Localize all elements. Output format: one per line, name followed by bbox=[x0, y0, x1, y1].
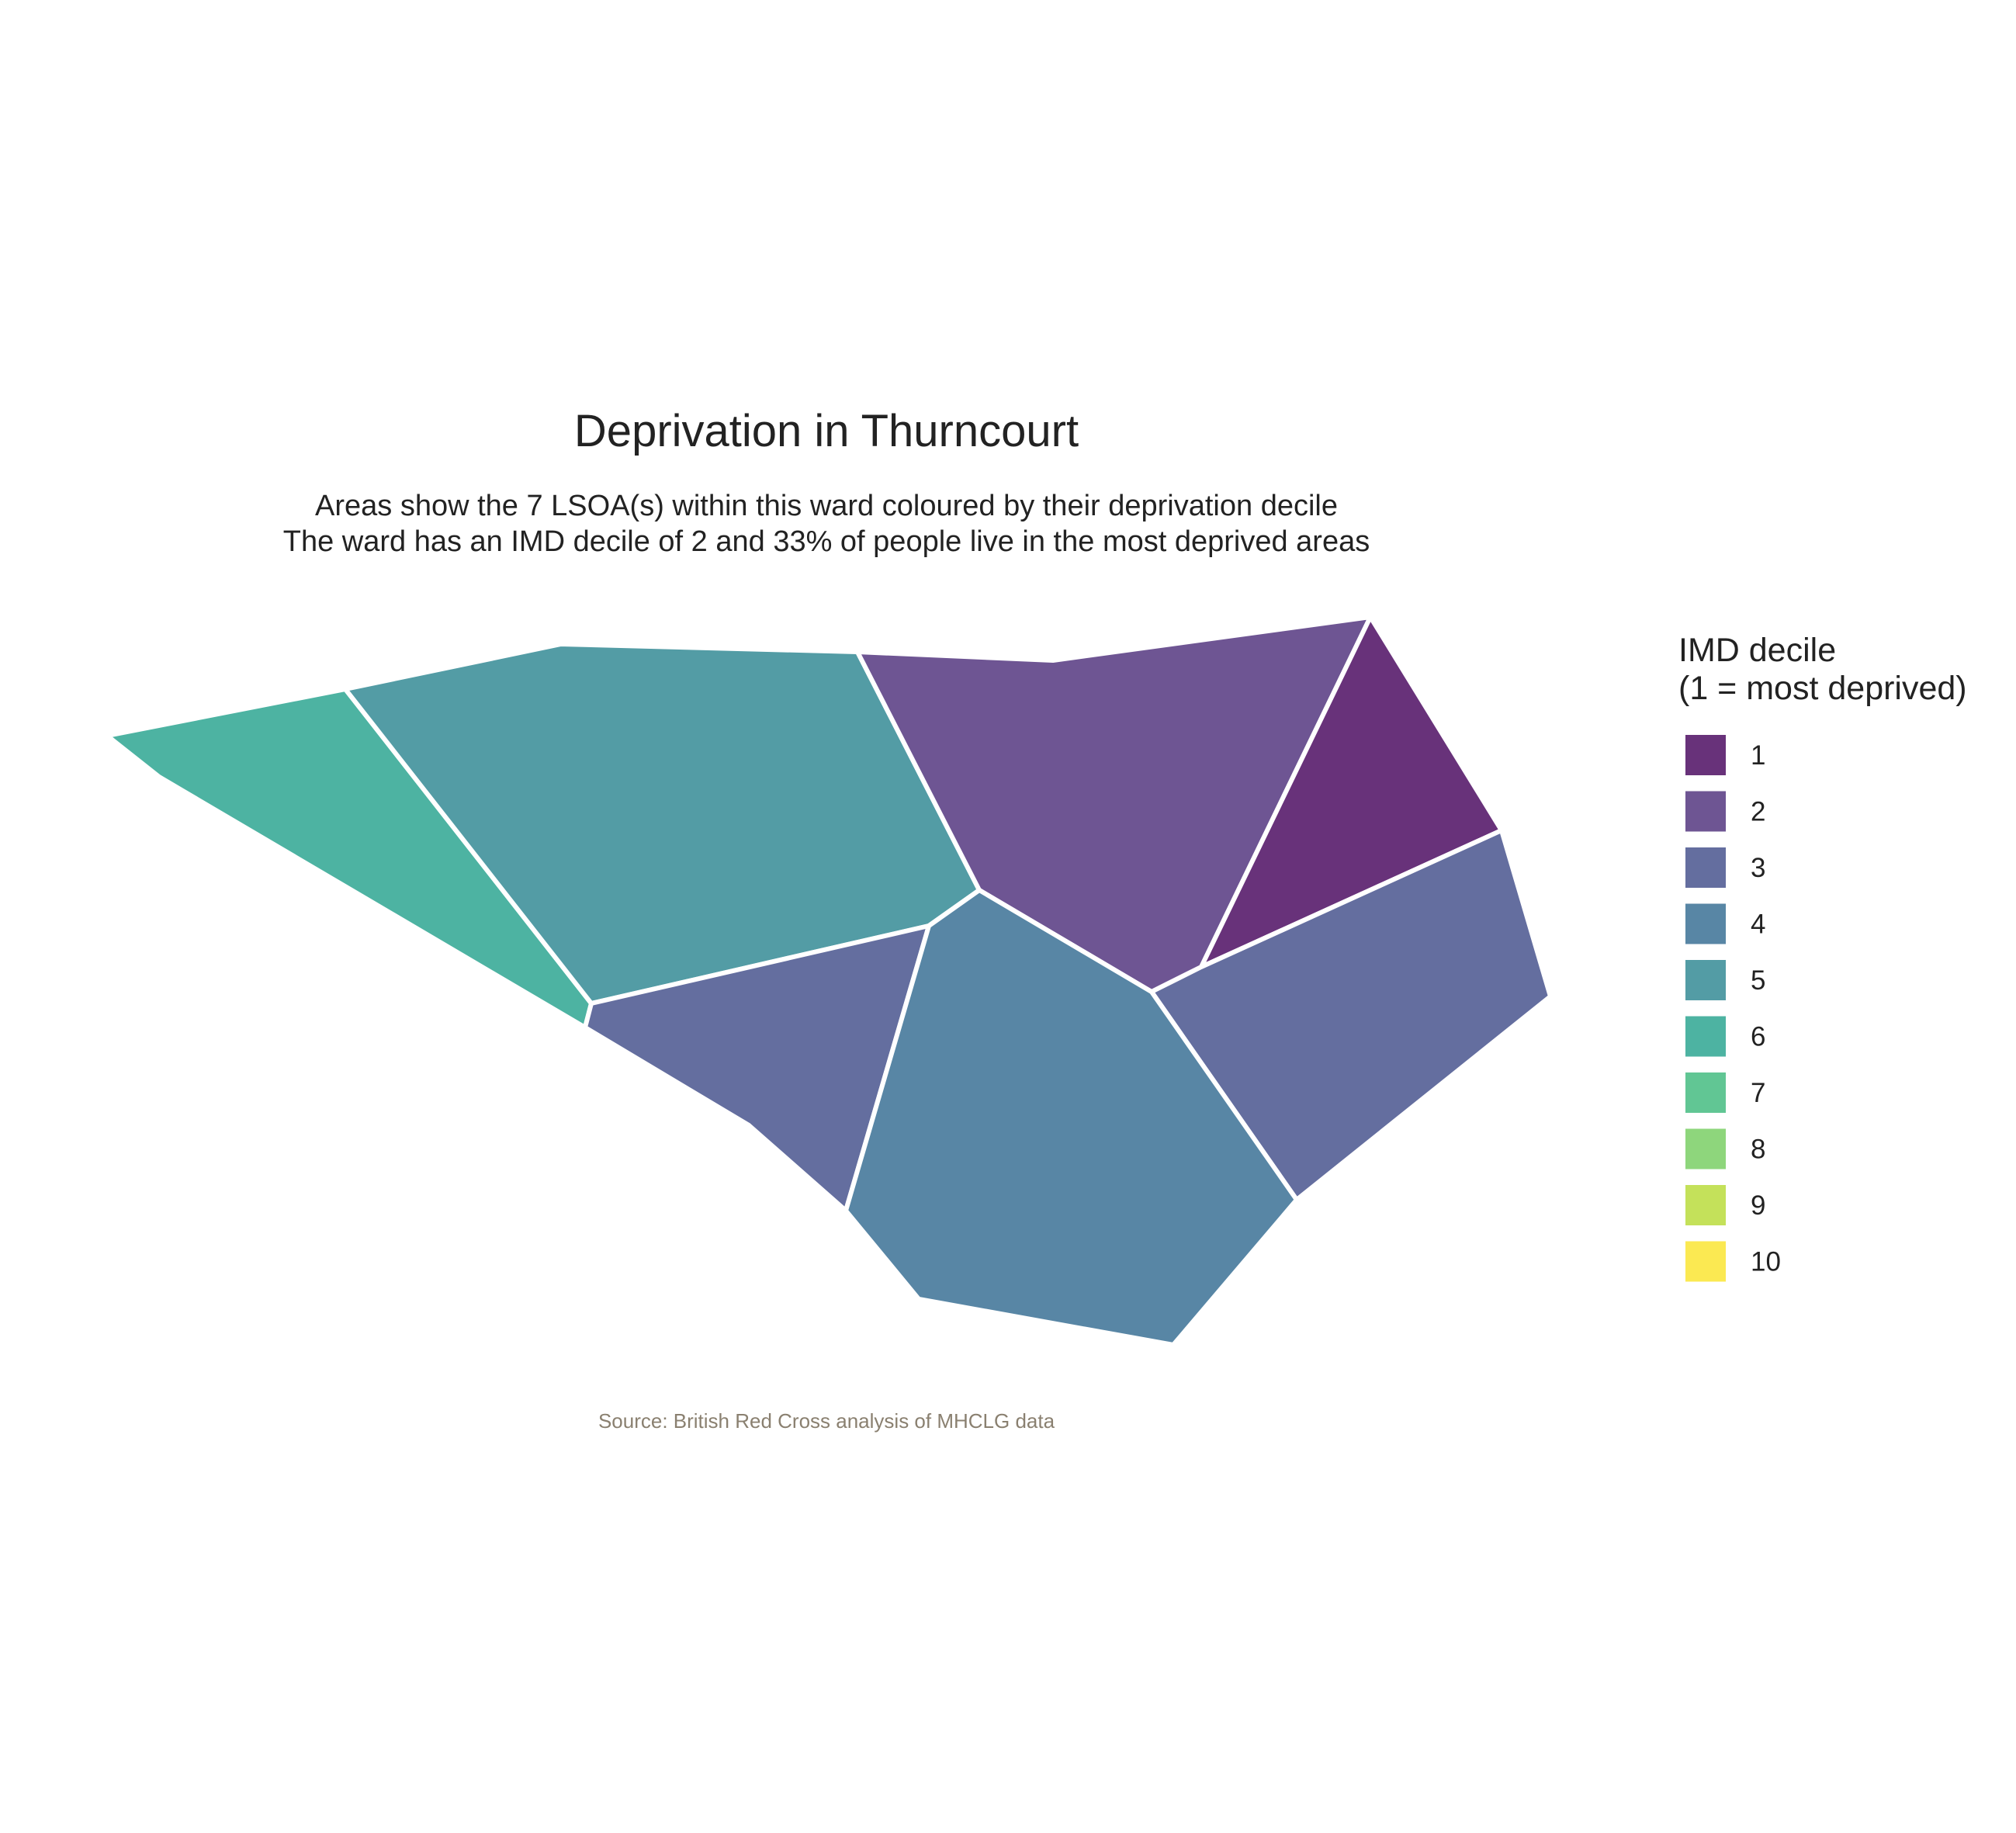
legend-label-2: 2 bbox=[1751, 797, 1765, 827]
legend-label-10: 10 bbox=[1751, 1247, 1781, 1277]
legend-key-7 bbox=[1685, 1072, 1726, 1113]
legend-key-5 bbox=[1685, 960, 1726, 1000]
legend-label-1: 1 bbox=[1751, 740, 1765, 771]
legend-title-line-2: (1 = most deprived) bbox=[1678, 670, 1967, 707]
legend-title-line-1: IMD decile bbox=[1678, 632, 1836, 669]
legend-key-10 bbox=[1685, 1241, 1726, 1282]
lsoa-area bbox=[583, 923, 931, 1213]
legend-label-4: 4 bbox=[1751, 910, 1765, 940]
legend-key-6 bbox=[1685, 1016, 1726, 1057]
legend-label-5: 5 bbox=[1751, 965, 1765, 996]
legend-key-9 bbox=[1685, 1185, 1726, 1225]
legend-label-6: 6 bbox=[1751, 1022, 1765, 1052]
lsoa-area bbox=[843, 888, 1299, 1347]
legend-label-7: 7 bbox=[1751, 1078, 1765, 1108]
legend-label-8: 8 bbox=[1751, 1135, 1765, 1165]
legend-key-8 bbox=[1685, 1128, 1726, 1169]
legend-key-2 bbox=[1685, 791, 1726, 832]
legend-label-3: 3 bbox=[1751, 853, 1765, 883]
legend-key-4 bbox=[1685, 903, 1726, 944]
map-caption: Source: British Red Cross analysis of MH… bbox=[598, 1409, 1055, 1433]
legend: IMD decile (1 = most deprived) 1 2 3 4 5 6 7 8 9… bbox=[1678, 632, 1967, 1282]
legend-key-3 bbox=[1685, 847, 1726, 888]
legend-label-9: 9 bbox=[1751, 1190, 1765, 1221]
legend-key-1 bbox=[1685, 735, 1726, 775]
legend-items: 1 2 3 4 5 6 7 8 9 10 bbox=[1685, 735, 1781, 1282]
map-subtitle-line-2: The ward has an IMD decile of 2 and 33% … bbox=[283, 525, 1370, 558]
map-title: Deprivation in Thurncourt bbox=[574, 406, 1079, 456]
lsoa-areas bbox=[105, 615, 1553, 1347]
map-subtitle-line-1: Areas show the 7 LSOA(s) within this war… bbox=[315, 490, 1338, 522]
